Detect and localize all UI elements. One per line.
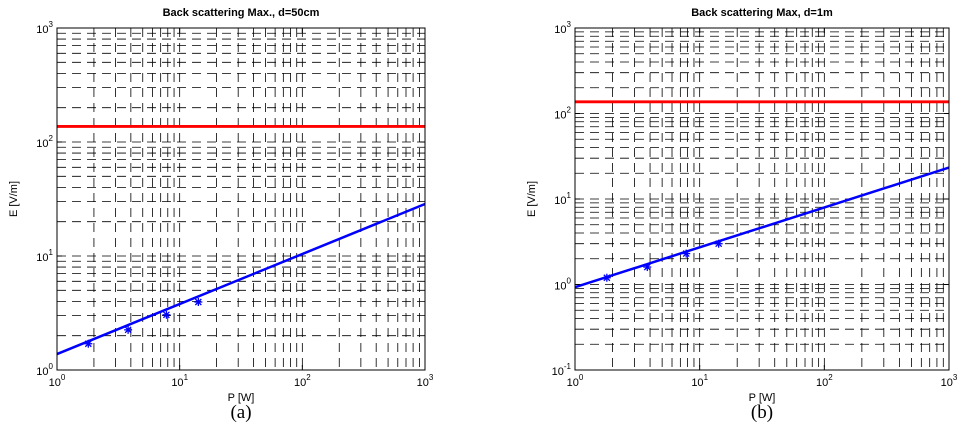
ticks bbox=[574, 27, 950, 371]
figure-caption: (b) bbox=[751, 402, 773, 423]
data-point bbox=[162, 310, 171, 319]
x-axis-label: P [W] bbox=[228, 392, 255, 404]
svg-text:100: 100 bbox=[49, 373, 66, 389]
grid bbox=[575, 28, 949, 370]
ticks bbox=[56, 27, 426, 371]
chart-title: Back scattering Max, d=1m bbox=[691, 7, 833, 19]
y-tick-label: 101 bbox=[554, 191, 571, 207]
plot-area bbox=[57, 28, 425, 370]
svg-text:102: 102 bbox=[554, 106, 571, 122]
svg-text:10-1: 10-1 bbox=[552, 362, 572, 378]
data-point bbox=[84, 339, 93, 348]
chart-title: Back scattering Max., d=50cm bbox=[163, 7, 320, 19]
y-tick-label: 103 bbox=[36, 20, 53, 36]
svg-text:103: 103 bbox=[417, 373, 434, 389]
x-tick-label: 102 bbox=[816, 373, 833, 389]
figure-caption: (a) bbox=[230, 402, 251, 423]
data-point bbox=[682, 249, 691, 258]
fit-line bbox=[574, 166, 950, 289]
svg-text:101: 101 bbox=[691, 373, 708, 389]
svg-text:102: 102 bbox=[36, 134, 53, 150]
grid bbox=[57, 28, 425, 370]
y-tick-label: 102 bbox=[36, 134, 53, 150]
x-axis-label: P [W] bbox=[749, 392, 776, 404]
data-point bbox=[194, 297, 203, 306]
svg-text:103: 103 bbox=[941, 373, 958, 389]
svg-text:103: 103 bbox=[36, 20, 53, 36]
svg-text:102: 102 bbox=[816, 373, 833, 389]
x-tick-label: 103 bbox=[417, 373, 434, 389]
data-point bbox=[124, 325, 133, 334]
y-tick-label: 10-1 bbox=[552, 362, 572, 378]
y-tick-label: 103 bbox=[554, 20, 571, 36]
fit-line bbox=[56, 202, 426, 356]
svg-text:101: 101 bbox=[554, 191, 571, 207]
x-tick-label: 103 bbox=[941, 373, 958, 389]
svg-text:100: 100 bbox=[554, 277, 571, 293]
y-tick-label: 100 bbox=[554, 277, 571, 293]
y-tick-label: 102 bbox=[554, 106, 571, 122]
y-axis-label: E [V/m] bbox=[526, 181, 538, 217]
x-tick-label: 100 bbox=[567, 373, 584, 389]
axes-frame bbox=[56, 27, 426, 371]
data-point bbox=[602, 273, 611, 282]
svg-text:102: 102 bbox=[294, 373, 311, 389]
y-tick-label: 101 bbox=[36, 248, 53, 264]
svg-text:103: 103 bbox=[554, 20, 571, 36]
x-tick-label: 100 bbox=[49, 373, 66, 389]
svg-text:100: 100 bbox=[36, 362, 53, 378]
y-tick-label: 100 bbox=[36, 362, 53, 378]
x-tick-label: 101 bbox=[691, 373, 708, 389]
chart-a: 100 101 102 103 100 101 102 103 Back scattering … bbox=[8, 7, 434, 423]
data-point bbox=[714, 239, 723, 248]
svg-text:101: 101 bbox=[36, 248, 53, 264]
x-tick-label: 102 bbox=[294, 373, 311, 389]
y-axis-label: E [V/m] bbox=[8, 181, 20, 217]
svg-text:101: 101 bbox=[171, 373, 188, 389]
x-tick-label: 101 bbox=[171, 373, 188, 389]
svg-text:100: 100 bbox=[567, 373, 584, 389]
data-point bbox=[643, 263, 652, 272]
